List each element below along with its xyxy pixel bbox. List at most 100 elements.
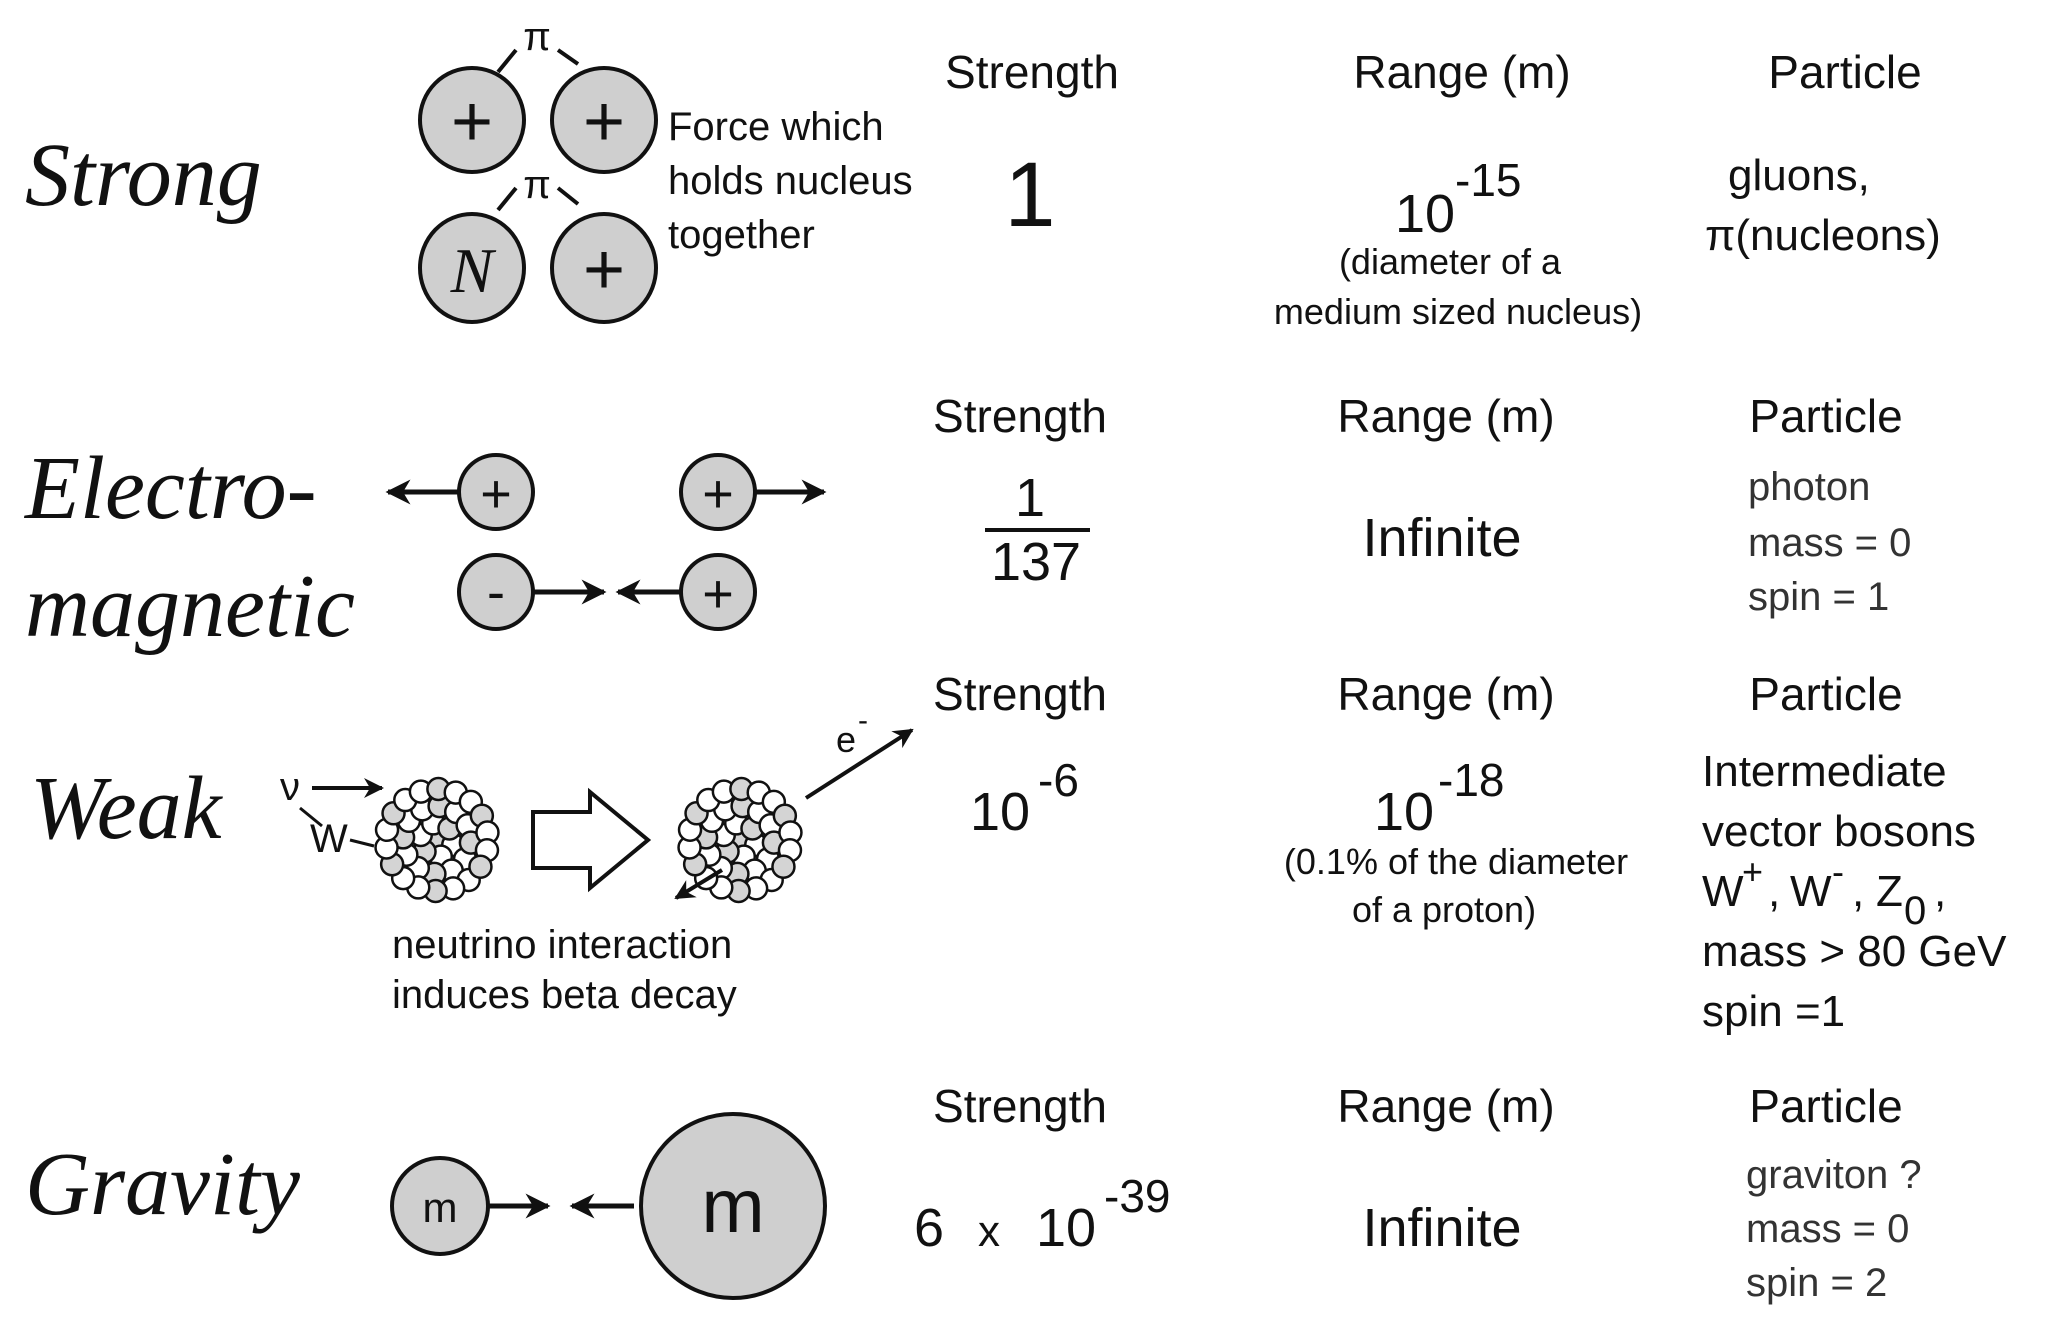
beta-decay-illustration: ν W e - neutrino interaction induces bet… [280, 704, 914, 1017]
weak-range-note: (0.1% of the diameter [1284, 841, 1628, 882]
boson-separator: , [1768, 867, 1780, 916]
boson-list: W + , W - , Z 0 , [1702, 851, 1946, 933]
strong-range-note: medium sized nucleus) [1274, 291, 1642, 332]
positive-charge-circle [679, 453, 757, 531]
charge-illustration: + + - + [385, 453, 827, 631]
gravity-particle-line: graviton ? [1746, 1153, 1922, 1197]
em-force-name-line1: Electro- [23, 439, 317, 538]
small-mass-label: m [423, 1184, 458, 1231]
strong-description: Force which holds nucleus together [668, 105, 913, 257]
weak-particle-line: spin =1 [1702, 987, 1845, 1036]
electromagnetic-force-section: Electro- magnetic + + - + Strength Range… [23, 390, 1911, 656]
strong-range-note: (diameter of a [1339, 241, 1562, 282]
em-force-name-line2: magnetic [25, 557, 355, 656]
electron-emission-arrow [804, 728, 914, 800]
w-boson-label: W [310, 817, 348, 861]
weak-range-exponent: -18 [1438, 754, 1504, 806]
weak-range-base: 10 [1374, 782, 1434, 842]
strength-header: Strength [933, 390, 1107, 442]
gravity-strength-coefficient: 6 [914, 1198, 944, 1258]
pion-label-bottom: π [523, 163, 551, 207]
strong-strength-value: 1 [1004, 144, 1055, 246]
strong-particle-line: gluons, [1728, 151, 1870, 200]
range-header: Range (m) [1337, 390, 1554, 442]
electron-charge: - [858, 704, 868, 737]
negative-charge-circle [457, 553, 535, 631]
z-boson: Z [1876, 867, 1903, 916]
positive-charge-sign: + [702, 564, 734, 624]
gravity-particle-line: spin = 2 [1746, 1261, 1887, 1305]
nucleus-after [677, 776, 803, 904]
strong-force-section: Strong π π + + N + Force which holds nuc… [25, 15, 1941, 332]
proton-circle [550, 212, 658, 324]
nucleus-before [374, 776, 500, 904]
em-particle-line: spin = 1 [1748, 575, 1889, 619]
strong-force-name: Strong [25, 126, 262, 225]
range-header: Range (m) [1337, 668, 1554, 720]
z-boson-subscript: 0 [1904, 889, 1926, 933]
weak-strength-base: 10 [970, 782, 1030, 842]
weak-caption-line: induces beta decay [392, 973, 737, 1017]
pion-label-top: π [523, 15, 551, 59]
w-plus-charge: + [1742, 851, 1763, 892]
gravity-strength-base: 10 [1036, 1198, 1096, 1258]
mass-illustration: m m [390, 1112, 827, 1300]
boson-separator: , [1852, 867, 1864, 916]
gravity-strength-exponent: -39 [1104, 1170, 1170, 1222]
large-mass-circle [639, 1112, 827, 1300]
neutron-circle [418, 212, 526, 324]
weak-particle-line: vector bosons [1702, 807, 1976, 856]
description-line: holds nucleus [668, 159, 913, 203]
positive-charge-sign: + [480, 464, 512, 524]
weak-caption-line: neutrino interaction [392, 923, 732, 967]
weak-range-note: of a proton) [1352, 889, 1536, 930]
strong-range-base: 10 [1395, 184, 1455, 244]
electron-label: e [836, 719, 856, 760]
weak-strength-exponent: -6 [1038, 754, 1079, 806]
positive-charge-circle [679, 553, 757, 631]
w-minus-charge: - [1832, 851, 1844, 892]
weak-force-section: Weak ν W e - neutrino interaction induce… [30, 668, 2007, 1036]
positive-charge-sign: + [702, 464, 734, 524]
neutron-label: N [450, 235, 497, 306]
negative-charge-sign: - [487, 562, 505, 622]
description-line: Force which [668, 105, 884, 149]
nucleon-ball [771, 854, 796, 879]
neutrino-label: ν [280, 765, 300, 809]
w-minus-boson: W [1790, 867, 1832, 916]
antineutrino-arrow [674, 868, 724, 900]
weak-particle-line: mass > 80 GeV [1702, 927, 2007, 976]
gravity-particle-line: mass = 0 [1746, 1207, 1909, 1251]
em-particle-line: mass = 0 [1748, 521, 1911, 565]
nucleus-illustration: π π + + N + [418, 15, 658, 324]
description-line: together [668, 213, 815, 257]
range-header: Range (m) [1337, 1080, 1554, 1132]
weak-force-name: Weak [30, 759, 224, 858]
reaction-arrow [531, 787, 652, 893]
range-header: Range (m) [1353, 46, 1570, 98]
strong-range-exponent: -15 [1455, 154, 1521, 206]
particle-header: Particle [1749, 668, 1902, 720]
proton-plus-sign: + [583, 230, 625, 310]
w-line [299, 806, 323, 828]
gravity-range-value: Infinite [1362, 1198, 1521, 1258]
gravity-force-name: Gravity [25, 1135, 300, 1234]
strong-particle-line: π(nucleons) [1705, 211, 1941, 260]
w-plus-boson: W [1702, 867, 1744, 916]
proton-plus-sign: + [451, 82, 493, 162]
positive-charge-circle [457, 453, 535, 531]
gravity-strength-times: x [978, 1207, 1000, 1256]
particle-header: Particle [1749, 390, 1902, 442]
w-line [349, 838, 375, 848]
particle-header: Particle [1749, 1080, 1902, 1132]
strength-header: Strength [945, 46, 1119, 98]
nucleon-ball [468, 854, 493, 879]
em-particle-line: photon [1748, 465, 1870, 509]
pion-exchange-line-top [496, 48, 580, 74]
proton-circle [418, 66, 526, 174]
particle-header: Particle [1768, 46, 1921, 98]
gravity-force-section: Gravity m m Strength Range (m) Particle … [25, 1080, 1922, 1305]
strength-header: Strength [933, 668, 1107, 720]
large-mass-label: m [701, 1164, 764, 1249]
